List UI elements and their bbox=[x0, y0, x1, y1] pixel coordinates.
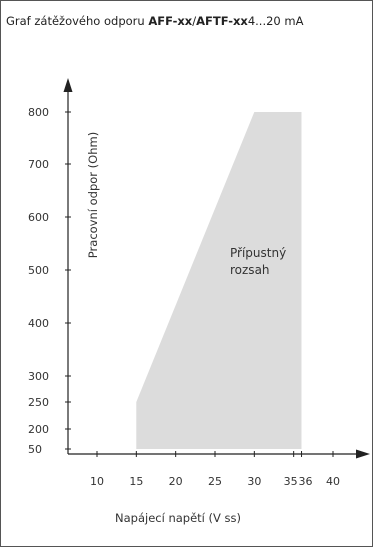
x-axis-arrow bbox=[356, 449, 370, 459]
title-separator: / bbox=[192, 14, 197, 28]
title-model-a: AFF-xx bbox=[148, 14, 193, 28]
x-tick-label-25: 25 bbox=[208, 475, 222, 488]
x-tick-label-15: 15 bbox=[129, 475, 143, 488]
y-tick-label-800: 800 bbox=[28, 106, 49, 119]
labels-layer: Přípustný rozsah 50 200 250 300 400 500 600 700 80… bbox=[28, 106, 340, 525]
x-tick-label-35: 35 bbox=[284, 475, 298, 488]
y-tick-label-600: 600 bbox=[28, 211, 49, 224]
y-tick-label-200: 200 bbox=[28, 423, 49, 436]
permissible-region bbox=[136, 112, 302, 449]
y-tick-label-500: 500 bbox=[28, 264, 49, 277]
x-tick-label-10: 10 bbox=[90, 475, 104, 488]
region-label-line2: rozsah bbox=[230, 263, 270, 277]
x-tick-label-30: 30 bbox=[247, 475, 261, 488]
y-tick-label-300: 300 bbox=[28, 370, 49, 383]
y-tick-label-50: 50 bbox=[28, 443, 42, 456]
region-layer bbox=[136, 112, 302, 449]
y-tick-label-400: 400 bbox=[28, 317, 49, 330]
y-tick-label-250: 250 bbox=[28, 396, 49, 409]
title-model-b: AFTF-xx bbox=[196, 14, 248, 28]
y-axis-arrow bbox=[63, 78, 73, 92]
x-tick-label-20: 20 bbox=[169, 475, 183, 488]
region-label-line1: Přípustný bbox=[230, 246, 286, 260]
x-tick-label-40: 40 bbox=[326, 475, 340, 488]
chart-title: Graf zátěžového odporu AFF-xx/AFTF-xx4..… bbox=[6, 14, 303, 28]
y-axis-title: Pracovní odpor (Ohm) bbox=[86, 132, 100, 258]
x-tick-label-36: 36 bbox=[299, 475, 313, 488]
axes-layer bbox=[63, 78, 370, 459]
x-axis-title: Napájecí napětí (V ss) bbox=[115, 511, 241, 525]
title-prefix: Graf zátěžového odporu bbox=[6, 14, 145, 28]
y-tick-label-700: 700 bbox=[28, 158, 49, 171]
title-suffix: 4...20 mA bbox=[247, 14, 304, 28]
